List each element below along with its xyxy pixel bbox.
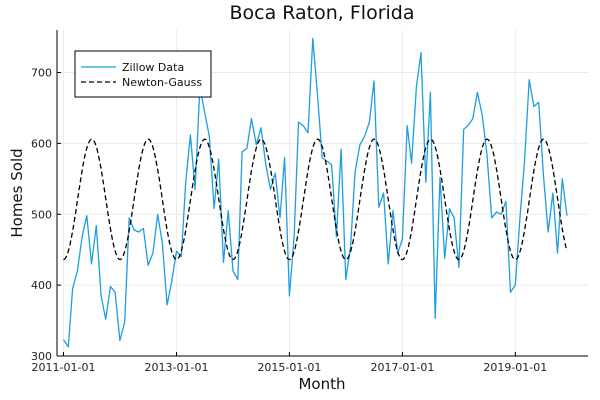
chart-title: Boca Raton, Florida — [229, 2, 414, 24]
ticks: 2011-01-01 2013-01-01 2015-01-01 2017-01-01… — [31, 67, 547, 374]
series-layer — [62, 37, 568, 348]
x-tick-label: 2013-01-01 — [145, 361, 209, 374]
y-tick-label: 500 — [31, 208, 52, 221]
series-line-newton-gauss — [63, 138, 568, 261]
legend-box — [74, 50, 212, 98]
legend-label-newton-gauss: Newton-Gauss — [122, 76, 202, 89]
x-tick-label: 2015-01-01 — [257, 361, 321, 374]
y-tick-label: 600 — [31, 137, 52, 150]
y-tick-label: 700 — [31, 67, 52, 80]
x-axis-title: Month — [298, 375, 345, 393]
legend: Zillow Data Newton-Gauss — [74, 50, 212, 98]
x-tick-label: 2019-01-01 — [483, 361, 547, 374]
y-tick-label: 400 — [31, 279, 52, 292]
x-tick-label: 2017-01-01 — [370, 361, 434, 374]
legend-label-zillow-data: Zillow Data — [122, 61, 184, 74]
y-axis-title: Homes Sold — [8, 148, 26, 237]
x-tick-label: 2011-01-01 — [32, 361, 96, 374]
y-tick-label: 300 — [31, 350, 52, 363]
series-line-zillow-data — [62, 37, 568, 348]
axes — [56, 30, 588, 357]
